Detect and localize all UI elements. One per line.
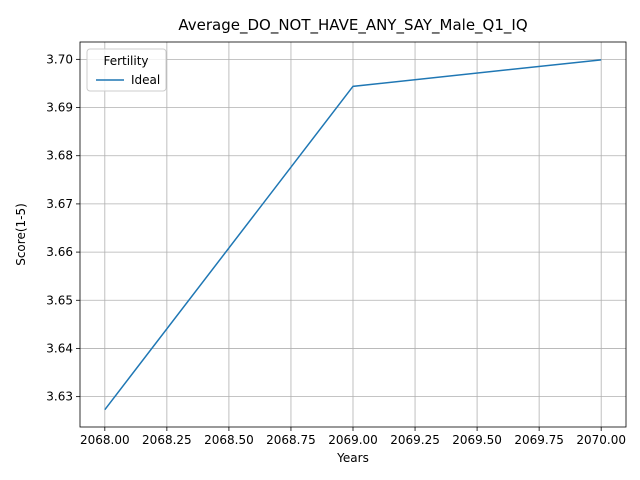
y-tick-label: 3.66 [46, 245, 73, 259]
x-tick-label: 2069.50 [452, 433, 502, 447]
x-axis: 2068.00 2068.25 2068.50 2068.75 2069.00 2069.… [80, 427, 626, 447]
x-tick-label: 2068.00 [80, 433, 130, 447]
y-tick-label: 3.68 [46, 149, 73, 163]
y-tick-label: 3.67 [46, 197, 73, 211]
x-tick-label: 2068.25 [142, 433, 192, 447]
legend-title: Fertility [103, 54, 148, 68]
x-tick-label: 2068.75 [266, 433, 316, 447]
x-tick-label: 2069.25 [390, 433, 440, 447]
legend-label-ideal: Ideal [131, 73, 160, 87]
legend: Fertility Ideal [86, 48, 167, 92]
series-layer [104, 59, 602, 411]
y-tick-label: 3.69 [46, 101, 73, 115]
x-tick-label: 2070.00 [576, 433, 626, 447]
y-tick-label: 3.70 [46, 52, 73, 66]
y-axis: 3.63 3.64 3.65 3.66 3.67 3.68 3.69 3.70 [46, 52, 80, 404]
y-axis-label: Score(1-5) [14, 203, 28, 266]
grid [80, 42, 626, 427]
x-axis-label: Years [336, 451, 369, 465]
x-tick-label: 2069.75 [514, 433, 564, 447]
y-tick-label: 3.64 [46, 341, 73, 355]
x-tick-label: 2068.50 [204, 433, 254, 447]
y-tick-label: 3.65 [46, 293, 73, 307]
chart-title: Average_DO_NOT_HAVE_ANY_SAY_Male_Q1_IQ [178, 16, 527, 35]
x-tick-label: 2069.00 [328, 433, 378, 447]
y-tick-label: 3.63 [46, 390, 73, 404]
